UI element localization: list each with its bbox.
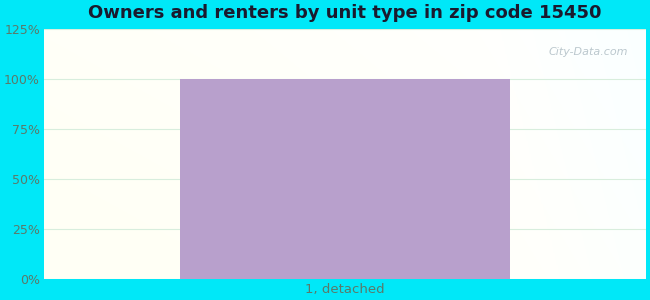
Title: Owners and renters by unit type in zip code 15450: Owners and renters by unit type in zip c…	[88, 4, 602, 22]
Text: City-Data.com: City-Data.com	[549, 47, 628, 57]
Bar	[179, 79, 510, 279]
